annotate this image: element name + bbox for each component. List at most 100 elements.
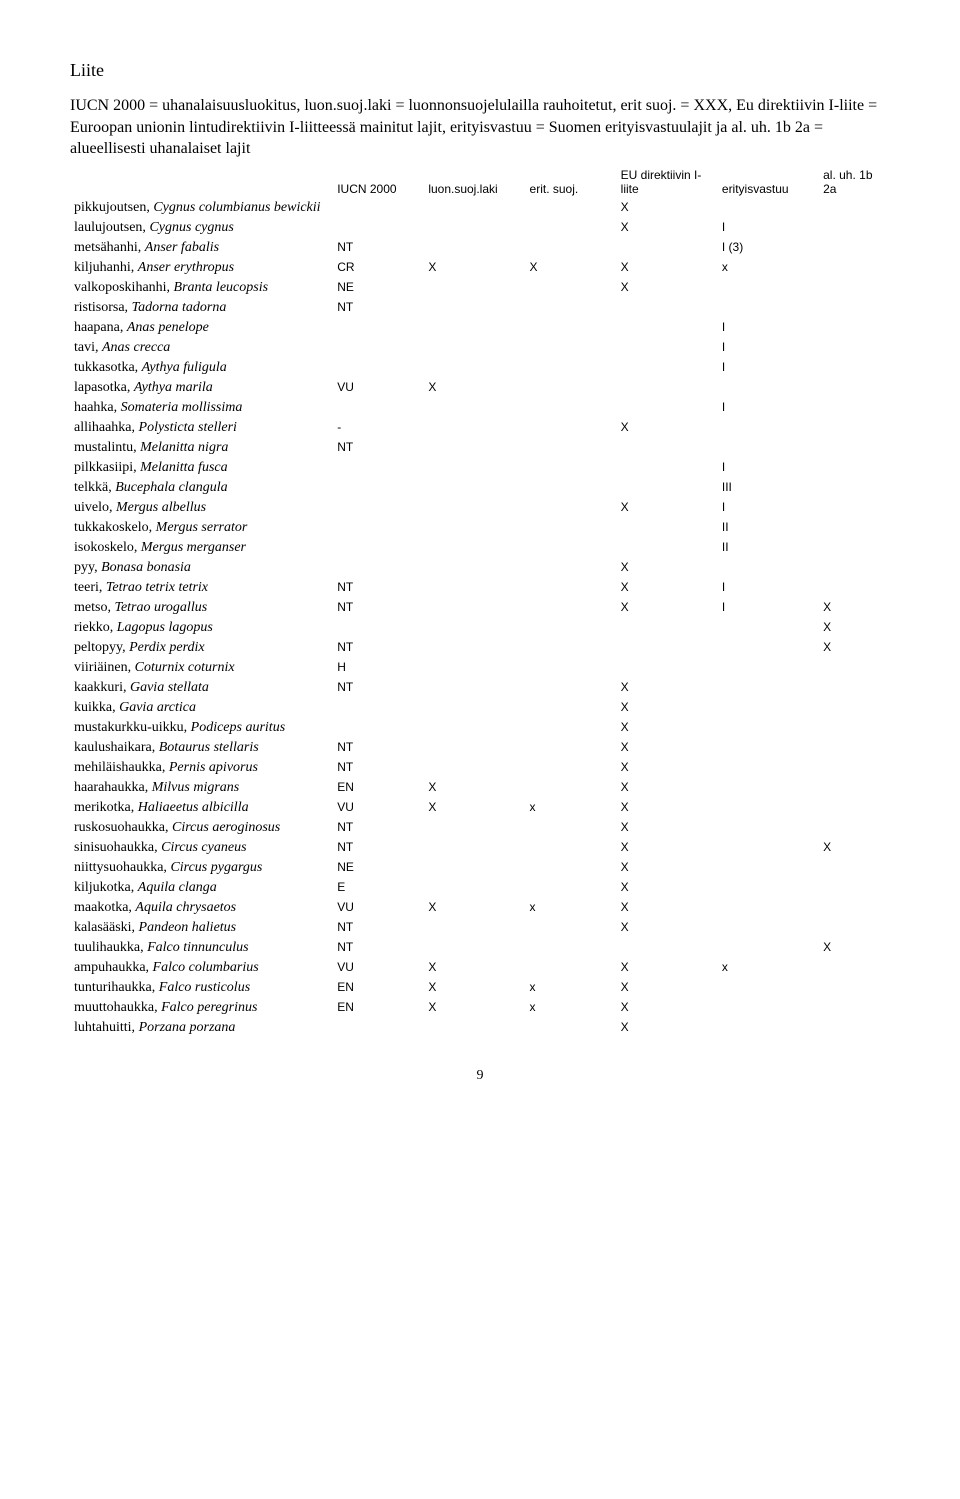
cell-erit (526, 358, 617, 378)
cell-ev: I (718, 458, 819, 478)
species-cell: kalasääski, Pandeon halietus (70, 918, 333, 938)
page-title: Liite (70, 60, 890, 81)
cell-laki (424, 238, 525, 258)
cell-iucn (333, 218, 424, 238)
cell-laki (424, 738, 525, 758)
table-row: haahka, Somateria mollissimaI (70, 398, 890, 418)
cell-erit (526, 398, 617, 418)
cell-erit (526, 618, 617, 638)
cell-ev (718, 738, 819, 758)
cell-uh (819, 718, 890, 738)
cell-laki (424, 1018, 525, 1038)
cell-iucn: E (333, 878, 424, 898)
cell-eu: X (617, 818, 718, 838)
scientific-name: Circus cyaneus (161, 840, 246, 855)
table-row: pikkujoutsen, Cygnus columbianus bewicki… (70, 198, 890, 218)
cell-erit: x (526, 798, 617, 818)
species-cell: pilkkasiipi, Melanitta fusca (70, 458, 333, 478)
cell-uh (819, 378, 890, 398)
scientific-name: Melanitta fusca (140, 460, 228, 475)
cell-laki (424, 478, 525, 498)
cell-uh (819, 978, 890, 998)
scientific-name: Somateria mollissima (121, 400, 243, 415)
cell-ev (718, 778, 819, 798)
finnish-name: pyy, (74, 560, 101, 575)
cell-ev: I (718, 498, 819, 518)
species-cell: teeri, Tetrao tetrix tetrix (70, 578, 333, 598)
cell-iucn: NT (333, 758, 424, 778)
cell-iucn: NT (333, 738, 424, 758)
finnish-name: kaakkuri, (74, 680, 130, 695)
cell-iucn: NT (333, 838, 424, 858)
cell-uh (819, 758, 890, 778)
col-erit: erit. suoj. (526, 166, 617, 198)
col-eu: EU direktiivin I-liite (617, 166, 718, 198)
table-row: pilkkasiipi, Melanitta fusca I (70, 458, 890, 478)
cell-laki (424, 638, 525, 658)
scientific-name: Gavia arctica (119, 700, 196, 715)
species-cell: haahka, Somateria mollissima (70, 398, 333, 418)
finnish-name: haahka, (74, 400, 121, 415)
cell-ev (718, 918, 819, 938)
table-row: ampuhaukka, Falco columbariusVUXXx (70, 958, 890, 978)
finnish-name: tukkakoskelo, (74, 520, 156, 535)
cell-laki (424, 938, 525, 958)
cell-uh: X (819, 938, 890, 958)
cell-eu: X (617, 258, 718, 278)
scientific-name: Haliaeetus albicilla (138, 800, 249, 815)
cell-iucn (333, 518, 424, 538)
cell-ev (718, 1018, 819, 1038)
cell-laki: X (424, 998, 525, 1018)
cell-laki (424, 678, 525, 698)
species-table: IUCN 2000 luon.suoj.laki erit. suoj. EU … (70, 166, 890, 1038)
cell-laki (424, 438, 525, 458)
cell-uh (819, 218, 890, 238)
cell-erit (526, 298, 617, 318)
finnish-name: ristisorsa, (74, 300, 132, 315)
finnish-name: teeri, (74, 580, 106, 595)
scientific-name: Falco tinnunculus (147, 940, 249, 955)
cell-eu (617, 358, 718, 378)
species-cell: telkkä, Bucephala clangula (70, 478, 333, 498)
cell-eu: X (617, 758, 718, 778)
species-cell: niittysuohaukka, Circus pygargus (70, 858, 333, 878)
scientific-name: Anas penelope (127, 320, 209, 335)
table-row: tuulihaukka, Falco tinnunculusNTX (70, 938, 890, 958)
species-cell: kiljuhanhi, Anser erythropus (70, 258, 333, 278)
cell-iucn (333, 318, 424, 338)
finnish-name: ruskosuohaukka, (74, 820, 172, 835)
cell-laki (424, 698, 525, 718)
table-row: riekko, Lagopus lagopusX (70, 618, 890, 638)
table-row: kiljuhanhi, Anser erythropusCRXXXx (70, 258, 890, 278)
cell-ev (718, 298, 819, 318)
cell-erit (526, 738, 617, 758)
scientific-name: Coturnix coturnix (135, 660, 235, 675)
finnish-name: tunturihaukka, (74, 980, 159, 995)
cell-eu: X (617, 678, 718, 698)
scientific-name: Mergus merganser (141, 540, 246, 555)
cell-iucn: EN (333, 978, 424, 998)
cell-uh (819, 778, 890, 798)
finnish-name: allihaahka, (74, 420, 139, 435)
cell-eu: X (617, 798, 718, 818)
finnish-name: laulujoutsen, (74, 220, 149, 235)
cell-iucn (333, 198, 424, 218)
cell-laki: X (424, 378, 525, 398)
species-cell: pyy, Bonasa bonasia (70, 558, 333, 578)
table-row: viiriäinen, Coturnix coturnixH (70, 658, 890, 678)
cell-ev: I (718, 218, 819, 238)
finnish-name: mehiläishaukka, (74, 760, 169, 775)
table-row: peltopyy, Perdix perdixNTX (70, 638, 890, 658)
scientific-name: Podiceps auritus (191, 720, 286, 735)
cell-iucn (333, 498, 424, 518)
cell-laki (424, 338, 525, 358)
finnish-name: pikkujoutsen, (74, 200, 153, 215)
species-cell: pikkujoutsen, Cygnus columbianus bewicki… (70, 198, 333, 218)
cell-uh (819, 358, 890, 378)
species-cell: tukkasotka, Aythya fuligula (70, 358, 333, 378)
cell-ev (718, 438, 819, 458)
table-row: telkkä, Bucephala clangulaIII (70, 478, 890, 498)
finnish-name: maakotka, (74, 900, 135, 915)
finnish-name: mustalintu, (74, 440, 140, 455)
cell-ev (718, 998, 819, 1018)
